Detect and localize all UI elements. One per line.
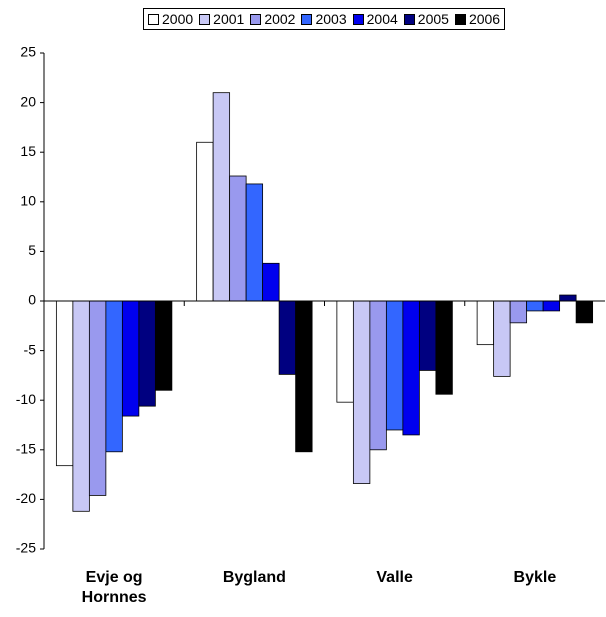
- bar: [245, 183, 264, 302]
- legend-label: 2000: [162, 11, 194, 27]
- bar: [262, 262, 280, 302]
- bar: [105, 300, 123, 453]
- legend-item: 2004: [352, 11, 398, 27]
- legend-item: 2002: [250, 11, 295, 27]
- legend-label: 2002: [264, 11, 296, 27]
- legend-swatch: [454, 13, 466, 25]
- y-tick-label: 0: [28, 292, 36, 308]
- bar: [385, 300, 404, 431]
- y-tick-label: 15: [20, 143, 36, 159]
- bar: [526, 300, 544, 312]
- y-tick-label: -10: [16, 391, 36, 407]
- legend-swatch: [250, 13, 262, 25]
- legend-item: 2003: [301, 11, 347, 27]
- y-tick-label: 25: [20, 44, 36, 60]
- bar: [493, 300, 511, 377]
- y-tick-label: -5: [24, 341, 37, 357]
- legend-swatch: [148, 13, 159, 25]
- legend-swatch: [301, 13, 313, 25]
- bar: [154, 300, 173, 391]
- bar: [196, 141, 214, 302]
- bar: [352, 300, 371, 484]
- x-tick-label: Evje og Hornnes: [81, 569, 147, 606]
- legend-label: 2003: [315, 11, 347, 27]
- y-tick-label: -15: [16, 441, 36, 457]
- y-tick-label: 5: [28, 242, 36, 258]
- bar: [212, 92, 231, 302]
- bar: [138, 300, 156, 407]
- legend: 2000 2001 2002 2003 2004 2005 2006: [143, 8, 506, 30]
- bar: [278, 300, 297, 375]
- bar: [435, 300, 453, 395]
- legend-item: 2005: [403, 11, 449, 27]
- legend-label: 2001: [213, 11, 245, 27]
- bar: [88, 300, 107, 496]
- bar: [55, 300, 74, 467]
- bar: [295, 300, 313, 453]
- legend-swatch: [199, 13, 211, 25]
- legend-label: 2006: [468, 11, 501, 27]
- x-tick-label: Valle: [376, 569, 413, 586]
- legend-label: 2004: [366, 11, 398, 27]
- bar: [559, 294, 577, 302]
- y-tick-label: -20: [16, 490, 36, 506]
- bar: [229, 175, 247, 302]
- bar: [369, 300, 387, 451]
- bar: [418, 300, 437, 371]
- legend-item: 2006: [454, 11, 501, 27]
- legend-swatch: [403, 13, 415, 25]
- bar: [72, 300, 90, 512]
- bar: [121, 300, 140, 417]
- legend-item: 2001: [199, 11, 244, 27]
- bar: [336, 300, 354, 403]
- y-tick-label: 20: [20, 93, 36, 109]
- legend-item: 2000: [148, 11, 193, 27]
- legend-label: 2005: [417, 11, 449, 27]
- x-tick-label: Bykle: [513, 569, 557, 586]
- y-tick-label: 10: [20, 193, 36, 209]
- bar: [509, 300, 528, 324]
- bar: [476, 300, 495, 346]
- bar: [542, 300, 561, 312]
- bar: [575, 300, 594, 324]
- legend-swatch: [352, 13, 364, 25]
- y-tick-label: -25: [16, 540, 36, 556]
- bar: [402, 300, 420, 436]
- x-tick-label: Bygland: [222, 569, 286, 586]
